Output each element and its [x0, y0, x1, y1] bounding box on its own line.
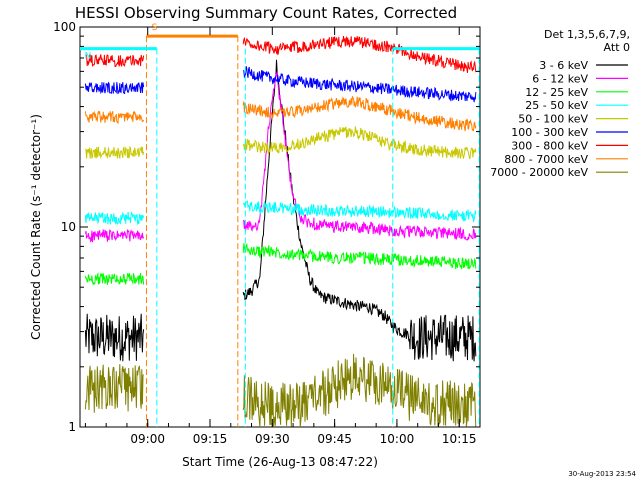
- legend-label-6: 300 - 800 keV: [511, 139, 588, 152]
- series-line-8-segment-0: [84, 364, 144, 413]
- x-tick-label: 09:00: [130, 432, 165, 446]
- legend-label-3: 25 - 50 keV: [525, 99, 588, 112]
- axis-layer: 09:00 09:15 09:30 09:45 10:00 10:15 1 10 100: [53, 20, 481, 446]
- flag-label-1: N: [85, 52, 92, 62]
- x-tick-label: 10:15: [442, 432, 477, 446]
- series-line-5-segment-1: [242, 66, 477, 103]
- datestamp: 30-Aug-2013 23:54: [568, 470, 636, 478]
- legend-label-8: 7000 - 20000 keV: [490, 166, 588, 179]
- y-tick-label: 1: [68, 420, 76, 434]
- flag-layer: SN: [80, 23, 480, 427]
- series-line-4-segment-0: [84, 145, 145, 159]
- series-layer: [84, 35, 477, 428]
- chart-title: HESSI Observing Summary Count Rates, Cor…: [75, 4, 457, 22]
- series-line-1-segment-0: [84, 229, 145, 243]
- series-line-4-segment-1: [242, 126, 477, 160]
- series-line-2-segment-0: [84, 271, 145, 286]
- x-tick-label: 09:15: [193, 432, 228, 446]
- series-line-5-segment-0: [84, 81, 145, 95]
- series-line-6-segment-0: [85, 53, 145, 68]
- legend-label-7: 800 - 7000 keV: [504, 153, 588, 166]
- x-axis-label: Start Time (26-Aug-13 08:47:22): [182, 455, 378, 469]
- series-line-0-segment-0: [84, 313, 145, 362]
- series-line-1-segment-1: [242, 71, 477, 241]
- flag-label-0: S: [152, 23, 158, 33]
- series-line-7-segment-1: [242, 96, 477, 132]
- series-line-2-segment-1: [242, 243, 477, 270]
- series-line-6-segment-1: [242, 35, 477, 73]
- x-tick-label: 09:30: [255, 432, 290, 446]
- legend-label-4: 50 - 100 keV: [518, 113, 588, 126]
- legend-label-2: 12 - 25 keV: [525, 86, 588, 99]
- legend-label-0: 3 - 6 keV: [539, 59, 588, 72]
- y-tick-label: 100: [53, 20, 76, 34]
- x-tick-label: 09:45: [317, 432, 352, 446]
- legend-label-1: 6 - 12 keV: [532, 72, 588, 85]
- y-tick-label: 10: [61, 220, 76, 234]
- x-tick-label: 10:00: [380, 432, 415, 446]
- series-line-7-segment-0: [84, 110, 145, 125]
- legend-header-line2: Att 0: [604, 41, 630, 54]
- y-axis-label: Corrected Count Rate (s⁻¹ detector⁻¹): [29, 114, 43, 340]
- series-line-3-segment-1: [242, 199, 477, 223]
- legend-label-5: 100 - 300 keV: [511, 126, 588, 139]
- legend-header-line1: Det 1,3,5,6,7,9,: [544, 28, 630, 41]
- series-line-0-segment-1: [242, 59, 477, 362]
- series-line-8-segment-1: [242, 353, 477, 428]
- series-line-3-segment-0: [84, 210, 145, 225]
